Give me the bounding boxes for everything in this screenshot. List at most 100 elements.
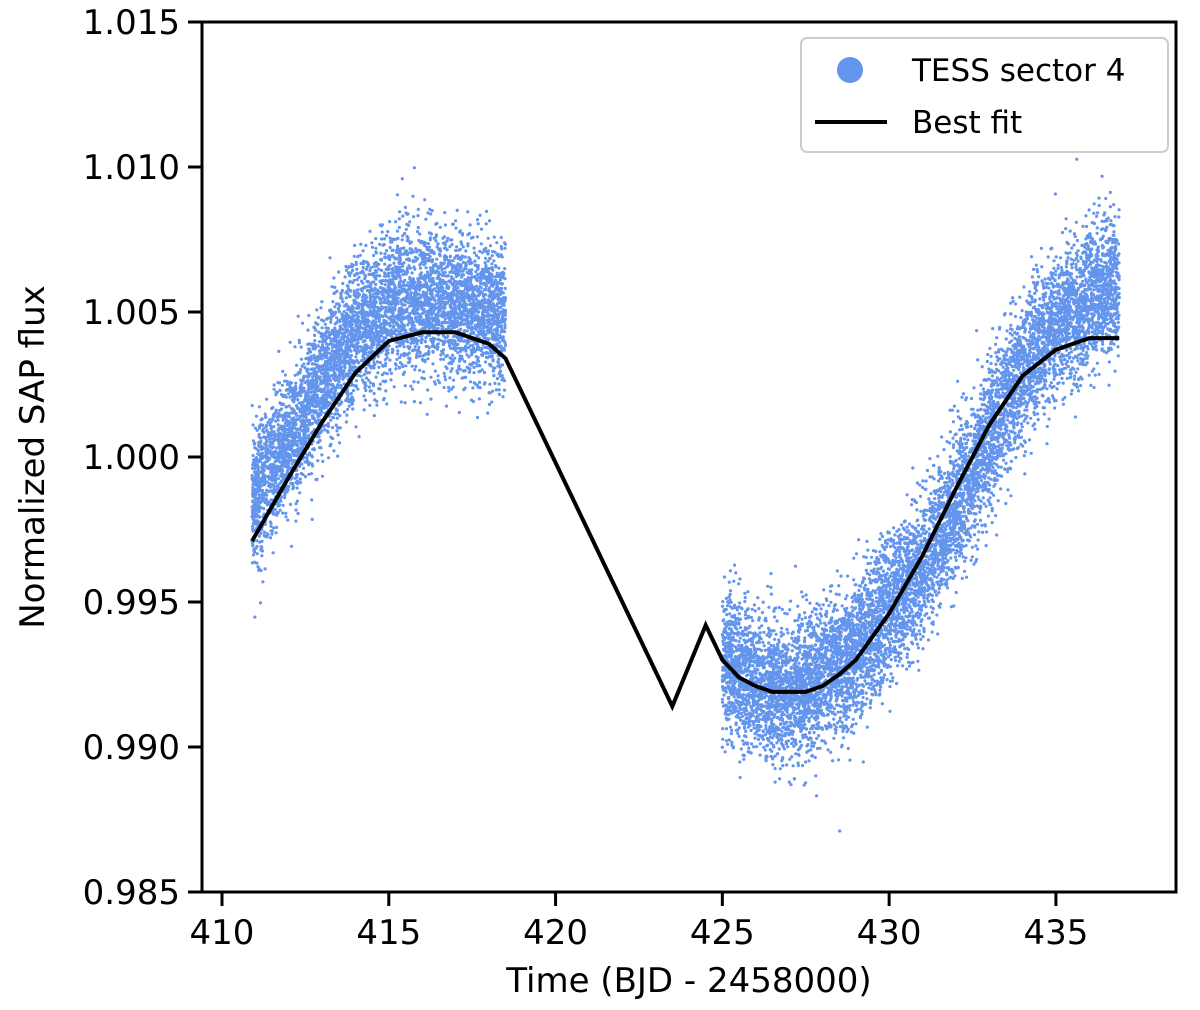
data-point <box>481 351 485 355</box>
data-point <box>331 300 335 304</box>
data-point <box>489 328 493 332</box>
data-point <box>484 209 489 213</box>
data-point <box>277 431 281 435</box>
data-point <box>413 316 417 320</box>
data-point <box>467 355 471 359</box>
data-point <box>302 386 306 390</box>
data-point <box>418 232 422 236</box>
data-point <box>423 273 427 277</box>
data-point <box>274 525 279 530</box>
data-point <box>466 322 470 326</box>
data-point <box>368 389 372 393</box>
data-point <box>404 227 408 231</box>
data-point <box>362 408 366 412</box>
data-point <box>295 473 299 477</box>
data-point <box>410 387 415 391</box>
data-point <box>281 474 285 478</box>
data-point <box>253 426 258 430</box>
data-point <box>445 353 449 358</box>
data-point <box>432 317 436 321</box>
data-point <box>453 256 457 260</box>
data-point <box>284 515 288 519</box>
data-point <box>361 348 365 352</box>
data-point <box>503 246 507 250</box>
data-point <box>487 286 491 290</box>
data-point <box>402 261 406 265</box>
data-point <box>308 410 312 414</box>
data-point <box>307 407 312 412</box>
data-point <box>384 305 388 309</box>
data-point <box>454 226 458 230</box>
data-point <box>480 346 484 350</box>
data-point <box>457 264 462 268</box>
data-point <box>388 245 392 250</box>
data-point <box>280 471 284 475</box>
data-point <box>402 370 406 374</box>
data-point <box>427 346 431 350</box>
data-point <box>400 238 404 242</box>
data-point <box>258 441 262 445</box>
data-point <box>417 292 421 296</box>
data-point <box>251 544 255 548</box>
data-point <box>374 375 378 379</box>
data-point <box>259 531 263 536</box>
data-point <box>499 235 503 240</box>
data-point <box>344 329 348 333</box>
data-point <box>396 352 400 356</box>
data-point <box>475 383 480 387</box>
data-point <box>260 554 264 558</box>
data-point <box>477 256 481 260</box>
data-point <box>297 401 301 405</box>
data-point <box>312 385 316 389</box>
data-point <box>474 304 478 308</box>
data-point <box>286 382 290 387</box>
data-point <box>503 341 507 345</box>
data-point <box>307 435 311 439</box>
data-point <box>339 296 343 300</box>
data-point <box>272 433 276 437</box>
data-point <box>487 219 492 223</box>
data-point <box>374 317 378 321</box>
data-point <box>405 309 409 313</box>
data-point <box>395 345 399 349</box>
data-point <box>371 265 375 269</box>
data-point <box>400 362 404 367</box>
data-point <box>389 329 393 333</box>
data-point <box>293 432 297 436</box>
data-point <box>436 306 440 310</box>
data-point <box>312 333 317 337</box>
data-point <box>423 296 427 300</box>
data-point <box>389 378 393 382</box>
data-point <box>424 217 428 221</box>
data-point <box>283 430 287 434</box>
data-point <box>250 403 254 408</box>
data-point <box>281 511 285 515</box>
data-point <box>310 517 314 522</box>
data-point <box>335 316 339 320</box>
data-point <box>286 439 290 443</box>
data-point <box>266 459 270 463</box>
data-point <box>330 345 335 349</box>
data-point <box>295 417 299 421</box>
data-point <box>501 291 505 295</box>
data-point <box>478 380 482 384</box>
data-point <box>294 508 298 512</box>
data-point <box>333 392 337 396</box>
data-point <box>359 337 363 341</box>
data-point <box>396 244 400 248</box>
data-point <box>310 498 314 502</box>
data-point <box>370 272 374 277</box>
data-point <box>397 280 401 284</box>
data-point <box>289 544 294 548</box>
data-point <box>319 381 323 386</box>
data-point <box>288 502 293 506</box>
data-point <box>321 379 325 383</box>
data-point <box>455 281 459 285</box>
data-point <box>354 260 358 264</box>
data-point <box>284 511 288 515</box>
data-point <box>356 346 360 350</box>
data-point <box>388 367 392 372</box>
data-point <box>306 453 310 457</box>
data-point <box>421 370 426 374</box>
data-point <box>406 223 411 227</box>
